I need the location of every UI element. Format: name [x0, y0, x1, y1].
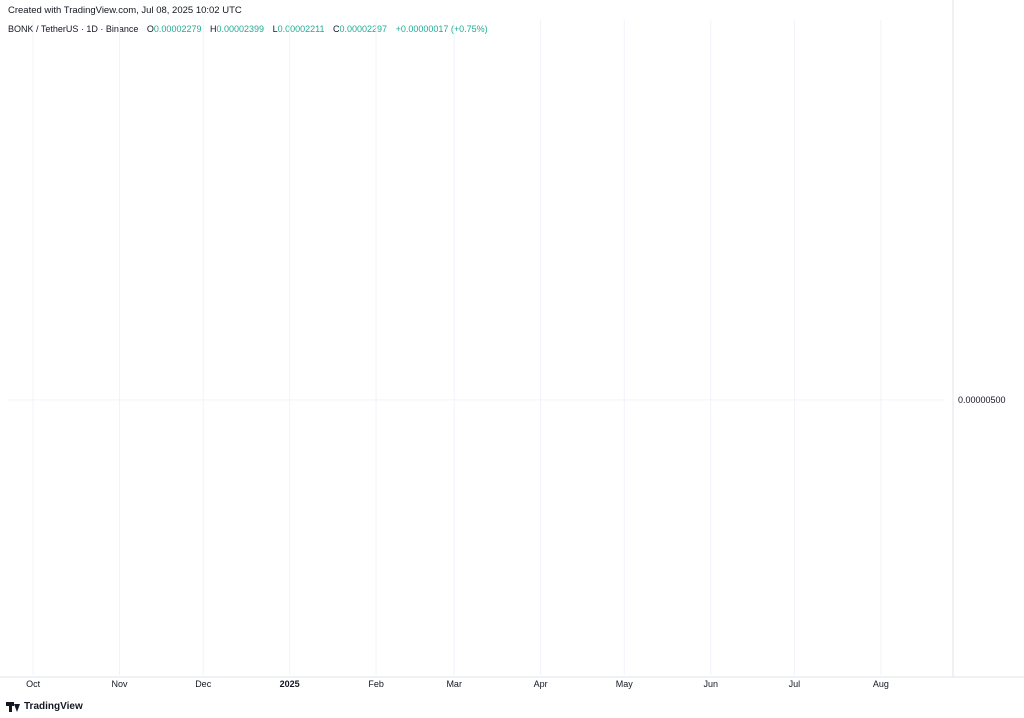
x-tick-label: Nov — [112, 679, 129, 689]
tradingview-footer: TradingView — [6, 701, 83, 712]
x-tick-label: Feb — [368, 679, 384, 689]
symbol-legend: BONK / TetherUS · 1D · Binance O0.000022… — [8, 24, 494, 34]
x-tick-label: Aug — [873, 679, 889, 689]
change-value: +0.00000017 (+0.75%) — [395, 24, 488, 34]
high-label: H — [210, 24, 217, 34]
open-value: 0.00002279 — [153, 24, 202, 34]
x-tick-label: Apr — [534, 679, 548, 689]
x-tick-label: Mar — [446, 679, 462, 689]
y-tick-label: 0.00000500 — [958, 395, 1006, 405]
open-label: O — [146, 24, 154, 34]
x-tick-label: 2025 — [280, 679, 300, 689]
x-tick-label: Dec — [195, 679, 212, 689]
high-value: 0.00002399 — [216, 24, 265, 34]
low-value: 0.00002211 — [277, 24, 325, 34]
x-tick-label: May — [616, 679, 634, 689]
x-tick-label: Oct — [26, 679, 41, 689]
close-value: 0.00002297 — [339, 24, 388, 34]
tradingview-brand: TradingView — [24, 701, 83, 712]
low-label: L — [272, 24, 278, 34]
created-by-label: Created with TradingView.com, Jul 08, 20… — [8, 5, 242, 16]
x-tick-label: Jun — [703, 679, 718, 689]
tradingview-logo-icon — [6, 701, 20, 712]
close-label: C — [333, 24, 340, 34]
symbol-name: BONK / TetherUS · 1D · Binance — [8, 24, 139, 34]
x-tick-label: Jul — [789, 679, 801, 689]
